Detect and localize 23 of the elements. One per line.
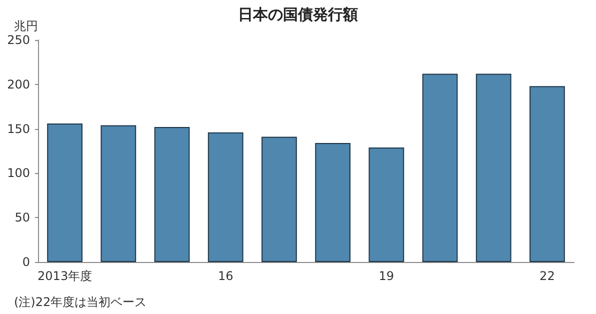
y-tick-label: 100 [7,166,30,180]
text: (注)22年度は当初ベース [14,295,147,309]
chart-title: 日本の国債発行額 [238,6,358,24]
y-tick-label: 50 [14,210,30,225]
bar [262,136,297,262]
y-tick-label: 200 [7,77,30,92]
bar [476,74,512,262]
x-tick-label: 16 [218,269,234,283]
bar [368,147,404,262]
x-tick-label: 2013年度 [38,269,92,283]
y-tick-label: 150 [7,122,30,136]
bar [530,86,565,262]
y-tick-label: 0 [22,255,30,269]
bar [100,125,136,262]
x-tick-label: 22 [540,269,555,283]
x-tick-label: 19 [378,269,394,283]
bar [154,127,190,262]
bar [422,74,458,262]
y-axis-title: 兆円 [14,19,38,33]
bar [208,132,244,262]
y-tick-label: 250 [7,33,30,47]
bar [315,143,350,262]
bar [47,123,82,262]
